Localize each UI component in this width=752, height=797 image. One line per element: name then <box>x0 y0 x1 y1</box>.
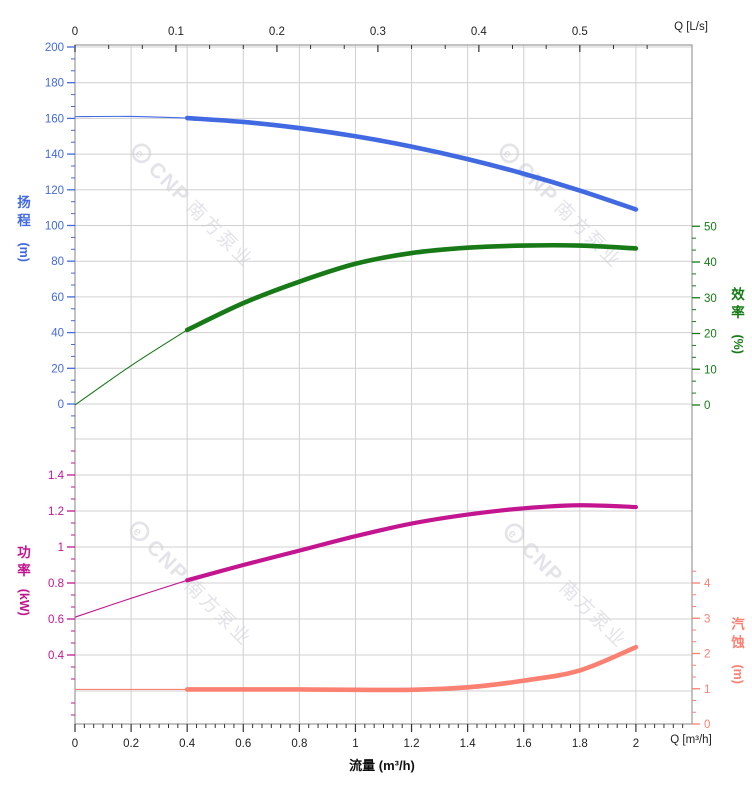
cnp-logo-icon <box>499 143 520 164</box>
svg-text:3: 3 <box>704 613 710 625</box>
svg-text:0.2: 0.2 <box>123 738 139 750</box>
svg-text:30: 30 <box>704 293 717 305</box>
top-axis: 0 0.1 0.2 0.3 0.4 0.5 <box>72 26 648 52</box>
svg-text:4: 4 <box>704 578 711 590</box>
svg-text:80: 80 <box>51 256 64 268</box>
svg-text:0.6: 0.6 <box>235 738 251 750</box>
svg-text:2: 2 <box>633 738 639 750</box>
svg-text:1: 1 <box>704 684 710 696</box>
svg-text:1.4: 1.4 <box>460 738 477 750</box>
svg-text:0.3: 0.3 <box>370 26 386 38</box>
power-axis-unit: (kW) <box>17 588 32 616</box>
svg-text:0.6: 0.6 <box>48 614 64 626</box>
svg-text:10: 10 <box>704 364 717 376</box>
flow-axis-title: 流量 (m³/h) <box>349 758 415 773</box>
power-curve-lead-in <box>74 579 188 618</box>
svg-text:0.8: 0.8 <box>291 738 307 750</box>
power-axis: 0.4 0.6 0.8 1 1.2 1.4 <box>48 450 75 716</box>
svg-text:1: 1 <box>352 738 358 750</box>
svg-text:1.2: 1.2 <box>48 506 64 518</box>
svg-text:0.8: 0.8 <box>48 578 64 590</box>
svg-text:0: 0 <box>58 399 64 411</box>
svg-text:0.5: 0.5 <box>572 26 588 38</box>
power-axis-title: 功率 (kW) <box>8 544 40 615</box>
npsh-curve <box>184 644 639 693</box>
top-axis-unit-label: Q [L/s] <box>674 21 708 33</box>
svg-text:1.4: 1.4 <box>48 470 65 482</box>
svg-text:2: 2 <box>704 649 710 661</box>
cnp-logo-icon <box>504 523 525 544</box>
bottom-axis: 0 0.2 0.4 0.6 0.8 1 1.2 1.4 1.6 1.8 2 <box>72 724 684 750</box>
svg-text:0: 0 <box>72 26 78 38</box>
head-axis-title-text: 扬程 <box>17 195 31 228</box>
npsh-axis: 0 1 2 3 4 <box>692 570 711 731</box>
svg-text:20: 20 <box>51 363 64 375</box>
svg-text:140: 140 <box>45 149 64 161</box>
svg-text:1.8: 1.8 <box>572 738 588 750</box>
bottom-axis-unit-label: Q [m³/h] <box>670 734 712 746</box>
svg-text:0.4: 0.4 <box>471 26 488 38</box>
svg-text:40: 40 <box>704 257 717 269</box>
watermark-cn-text: 南方泵业 <box>180 574 256 650</box>
head-curve <box>184 115 639 212</box>
svg-text:0.4: 0.4 <box>179 738 196 750</box>
svg-text:0.2: 0.2 <box>269 26 285 38</box>
watermark-cn-text: 南方泵业 <box>555 576 631 652</box>
svg-text:200: 200 <box>45 42 64 54</box>
head-axis-unit: (m) <box>17 242 32 262</box>
svg-text:20: 20 <box>704 329 717 341</box>
svg-text:1.6: 1.6 <box>516 738 532 750</box>
svg-text:40: 40 <box>51 328 64 340</box>
efficiency-axis: 0 10 20 30 40 50 <box>692 221 717 412</box>
npsh-axis-unit: (m) <box>731 664 746 684</box>
cnp-logo-icon <box>131 143 152 164</box>
svg-text:0.1: 0.1 <box>168 26 184 38</box>
efficiency-axis-unit: (%) <box>731 334 746 354</box>
efficiency-curve-lead-in <box>74 329 188 406</box>
svg-text:60: 60 <box>51 292 64 304</box>
cnp-logo-icon <box>129 521 150 542</box>
head-curve-lead-in <box>74 115 188 119</box>
npsh-axis-title: 汽蚀 (m) <box>722 616 752 684</box>
svg-text:160: 160 <box>45 113 64 125</box>
svg-text:50: 50 <box>704 221 717 233</box>
svg-text:0: 0 <box>704 719 710 731</box>
head-axis-title: 扬程 (m) <box>8 194 40 262</box>
svg-text:1: 1 <box>58 542 64 554</box>
svg-text:100: 100 <box>45 221 64 233</box>
watermark-logo-text: CNP <box>142 536 193 587</box>
svg-text:1.2: 1.2 <box>404 738 420 750</box>
watermark-logo-text: CNP <box>517 538 568 589</box>
power-axis-title-text: 功率 <box>17 545 31 578</box>
power-curve <box>185 503 639 583</box>
efficiency-axis-title: 效率 (%) <box>722 286 752 354</box>
svg-text:0.4: 0.4 <box>48 650 65 662</box>
efficiency-axis-title-text: 效率 <box>731 287 745 320</box>
svg-text:180: 180 <box>45 78 64 90</box>
efficiency-curve <box>184 242 639 333</box>
npsh-axis-title-text: 汽蚀 <box>731 617 745 650</box>
svg-text:120: 120 <box>45 185 64 197</box>
head-axis: 0 20 40 60 80 100 120 140 160 180 200 <box>45 42 75 429</box>
svg-text:0: 0 <box>704 400 710 412</box>
svg-text:0: 0 <box>72 738 78 750</box>
